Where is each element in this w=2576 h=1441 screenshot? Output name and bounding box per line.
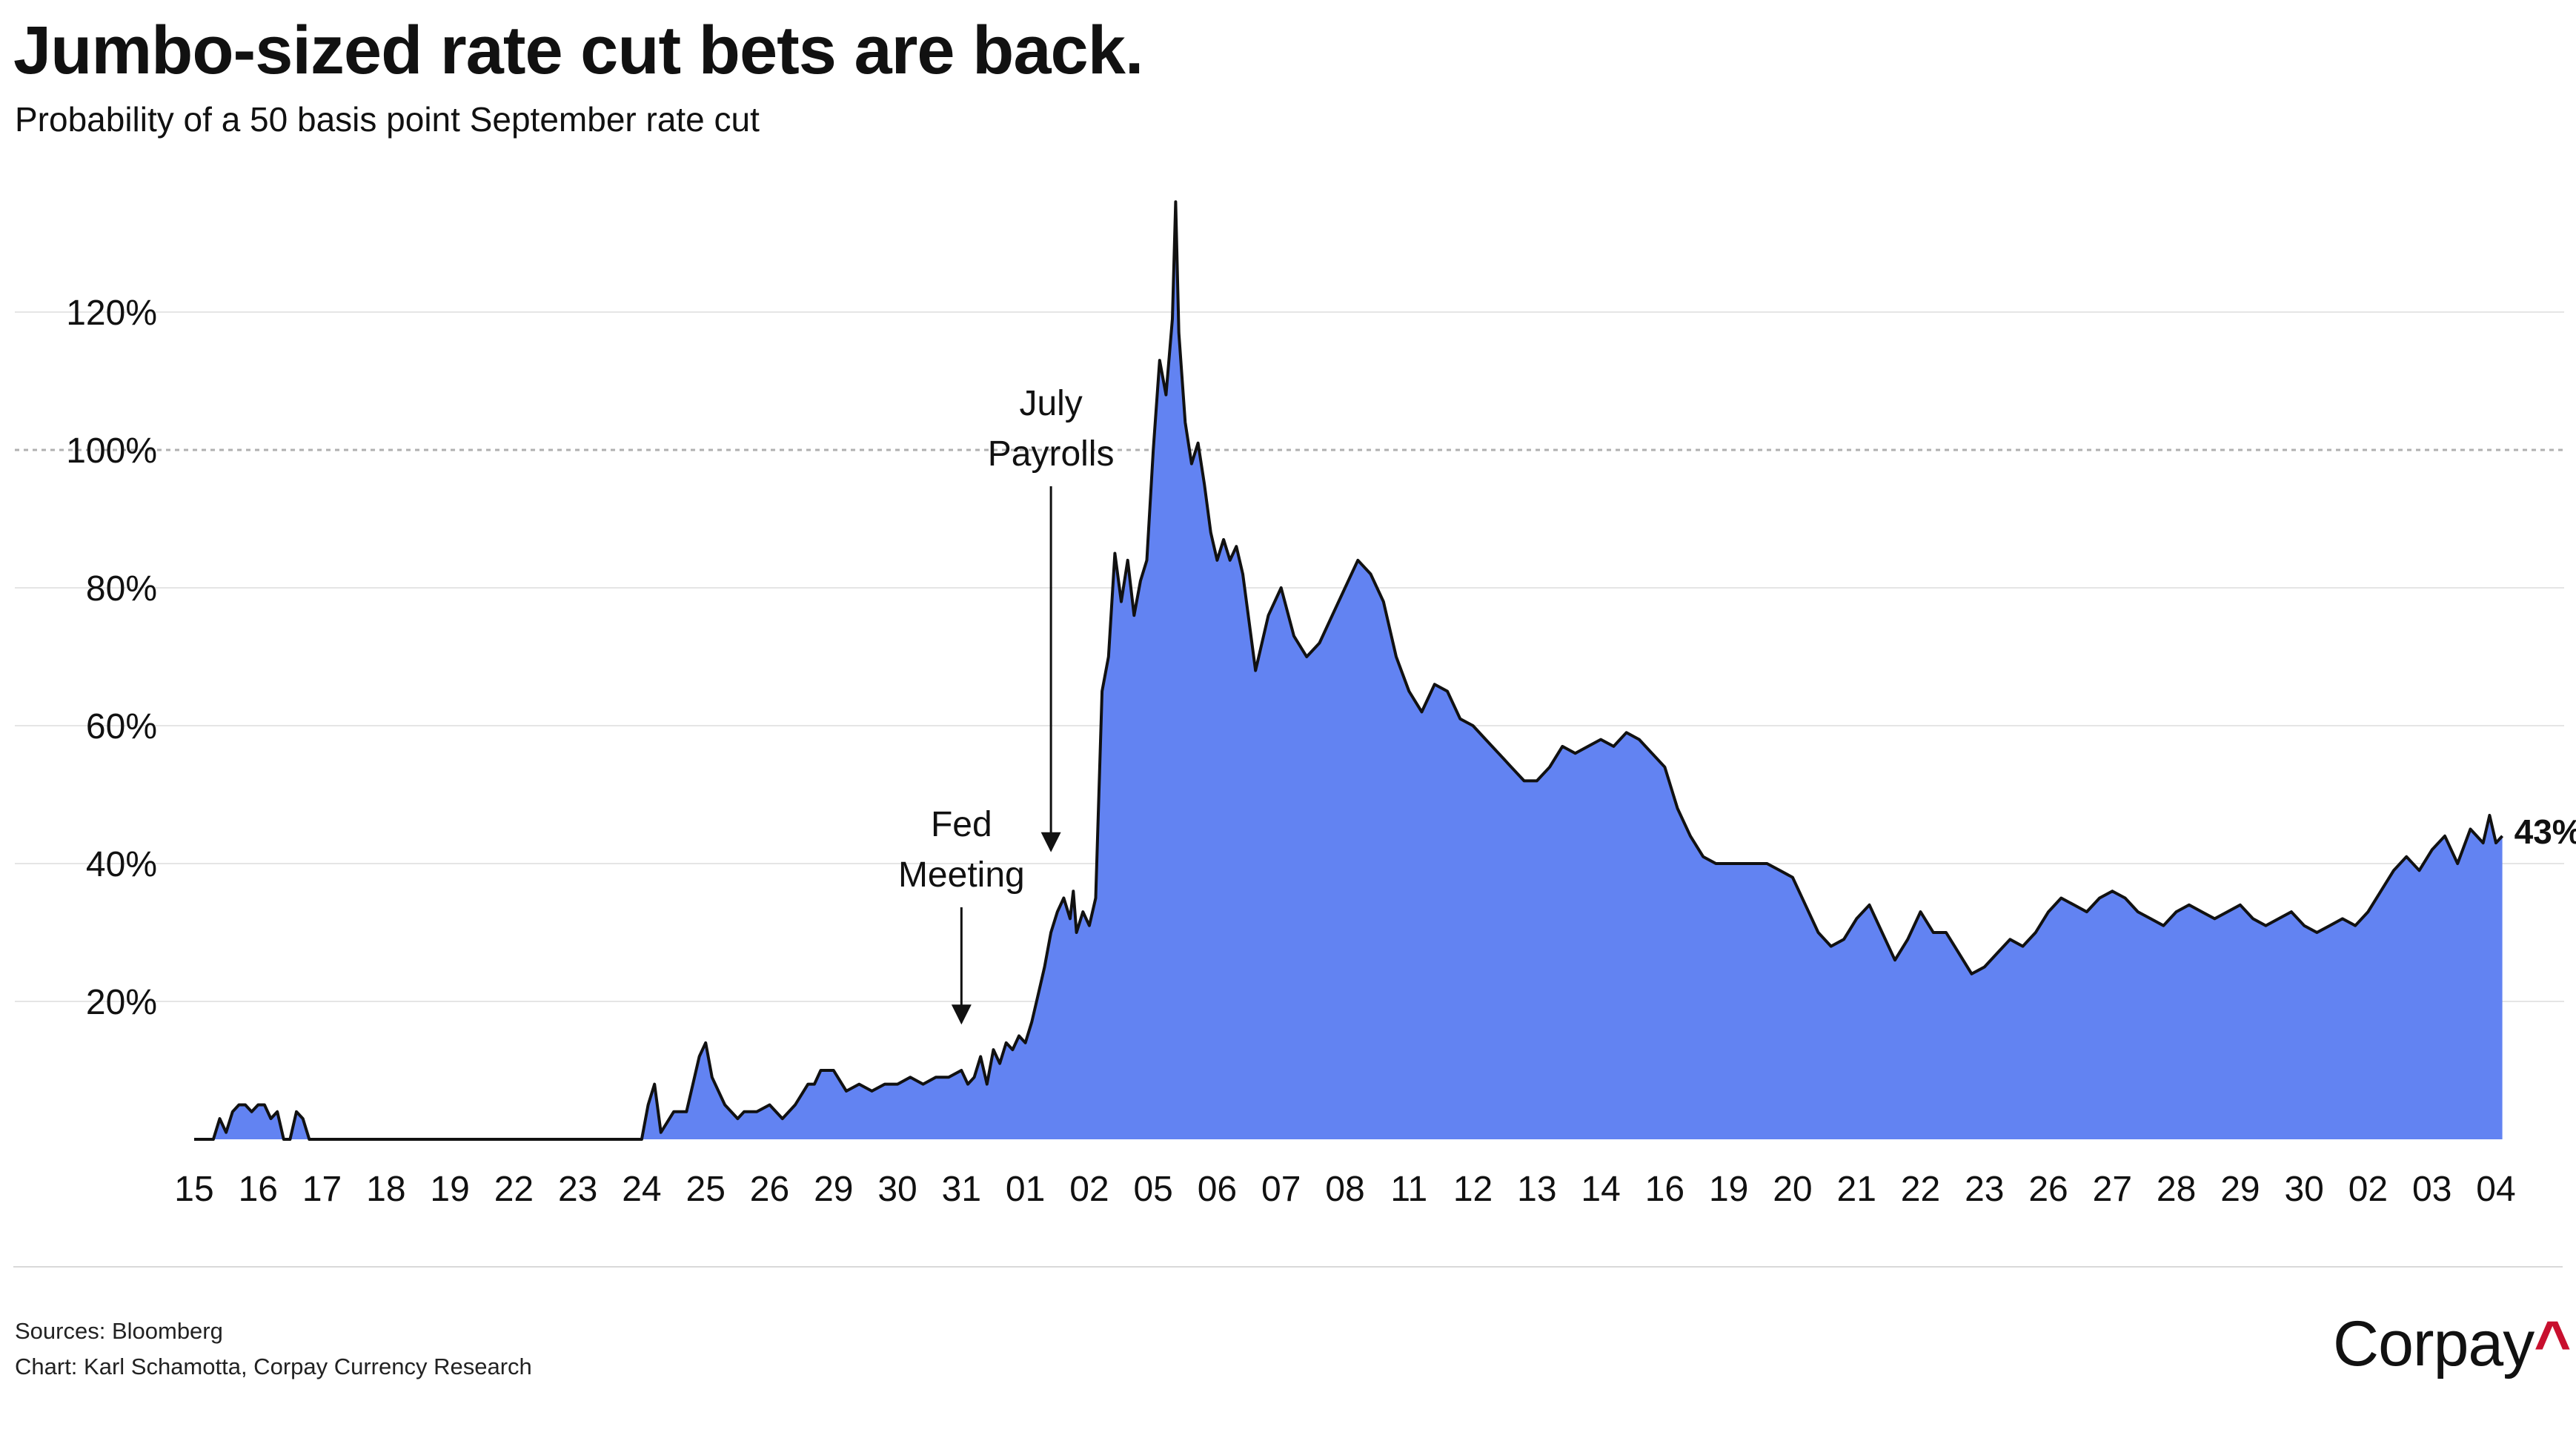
x-tick-label: 20 [1773, 1170, 1812, 1209]
y-tick-label: 20% [86, 983, 157, 1022]
x-tick-label: 27 [2093, 1170, 2132, 1209]
x-tick-label: 11 [1390, 1170, 1427, 1209]
x-tick-label: 23 [558, 1170, 597, 1209]
x-tick-label: 06 [1198, 1170, 1237, 1209]
x-tick-label: 18 [366, 1170, 405, 1209]
x-tick-label: 31 [942, 1170, 981, 1209]
x-tick-label: 22 [1901, 1170, 1940, 1209]
x-tick-label: 08 [1325, 1170, 1364, 1209]
chart-subtitle: Probability of a 50 basis point Septembe… [15, 100, 760, 139]
x-tick-label: 28 [2157, 1170, 2196, 1209]
logo-text: Corpay [2333, 1308, 2534, 1379]
x-tick-label: 02 [2348, 1170, 2388, 1209]
x-tick-label: 16 [239, 1170, 278, 1209]
x-tick-label: 02 [1069, 1170, 1109, 1209]
end-value-label: 43% [2514, 812, 2576, 851]
annotation-text: July [1019, 384, 1082, 423]
x-tick-label: 07 [1261, 1170, 1301, 1209]
chart-credit: Chart: Karl Schamotta, Corpay Currency R… [15, 1354, 532, 1379]
x-tick-label: 30 [2284, 1170, 2323, 1209]
x-tick-label: 14 [1581, 1170, 1620, 1209]
x-tick-label: 23 [1965, 1170, 2004, 1209]
x-tick-label: 30 [877, 1170, 917, 1209]
annotation-text: Payrolls [988, 434, 1115, 474]
x-axis-ticks: 15 16 17 18 19 22 23 24 25 26 29 30 31 01 02 05 06 07 08 11… [174, 1170, 2515, 1209]
x-tick-label: 04 [2476, 1170, 2515, 1209]
y-tick-label: 40% [86, 845, 157, 884]
data-series [194, 200, 2504, 1141]
sources-note: Sources: Bloomberg [15, 1318, 223, 1344]
x-tick-label: 16 [1645, 1170, 1684, 1209]
x-tick-label: 03 [2412, 1170, 2451, 1209]
series-area-fill [194, 202, 2503, 1140]
x-tick-label: 19 [430, 1170, 469, 1209]
x-tick-label: 13 [1517, 1170, 1556, 1209]
y-tick-label: 100% [66, 431, 157, 471]
x-tick-label: 21 [1837, 1170, 1876, 1209]
x-tick-label: 01 [1006, 1170, 1045, 1209]
x-tick-label: 22 [494, 1170, 534, 1209]
y-tick-label: 80% [86, 569, 157, 609]
chart-title: Jumbo-sized rate cut bets are back. [13, 13, 1143, 88]
annotations: Fed Meeting July Payrolls [898, 384, 1115, 1025]
annotation-payrolls: July Payrolls [988, 384, 1115, 852]
x-tick-label: 29 [814, 1170, 853, 1209]
corpay-logo: Corpay^ [2333, 1312, 2571, 1376]
x-tick-label: 19 [1709, 1170, 1748, 1209]
series-line [194, 200, 2504, 1141]
x-tick-label: 29 [2220, 1170, 2260, 1209]
footer-divider [13, 1266, 2563, 1268]
x-tick-label: 26 [750, 1170, 789, 1209]
annotation-text: Meeting [898, 855, 1025, 895]
x-tick-label: 24 [622, 1170, 661, 1209]
x-tick-label: 05 [1133, 1170, 1172, 1209]
y-tick-label: 120% [66, 294, 157, 333]
x-tick-label: 15 [174, 1170, 213, 1209]
x-tick-label: 26 [2028, 1170, 2068, 1209]
logo-caret-icon: ^ [2534, 1308, 2571, 1379]
y-tick-label: 60% [86, 707, 157, 746]
x-tick-label: 12 [1453, 1170, 1493, 1209]
x-tick-label: 25 [686, 1170, 726, 1209]
x-tick-label: 17 [302, 1170, 342, 1209]
y-axis-ticks: 20% 40% 60% 80% 100% 120% [66, 294, 157, 1022]
annotation-fed: Fed Meeting [898, 805, 1025, 1025]
annotation-text: Fed [931, 805, 992, 844]
